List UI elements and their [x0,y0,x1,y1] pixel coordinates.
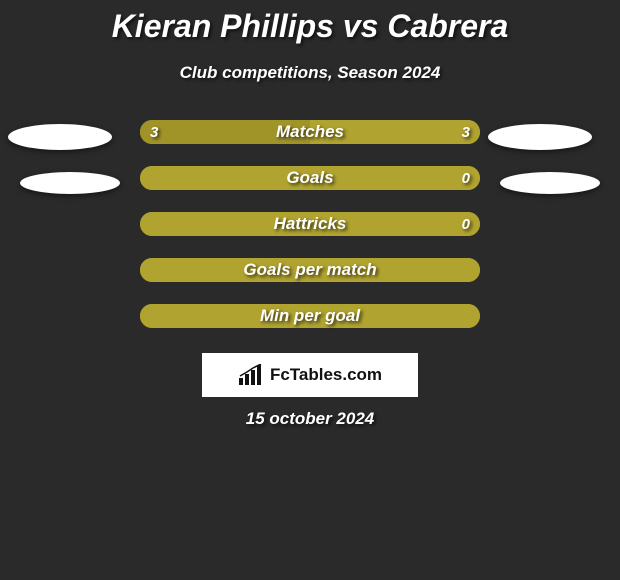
stat-row: Min per goal [0,304,620,350]
stat-rows: Matches33Goals0Hattricks0Goals per match… [0,120,620,350]
fctables-logo-text: FcTables.com [270,365,382,385]
stat-bar-full [140,212,480,236]
stat-row: Goals0 [0,166,620,212]
stat-value-left: 3 [150,120,158,144]
stat-bar-full [140,304,480,328]
stat-bar-full [140,258,480,282]
team-right-marker [500,172,600,194]
team-right-marker [488,124,592,150]
team-left-marker [8,124,112,150]
stat-row: Matches33 [0,120,620,166]
fctables-badge: FcTables.com [202,353,418,397]
stat-value-right: 0 [462,212,470,236]
fctables-logo-icon [238,364,264,386]
stat-bar [140,120,480,144]
stat-row: Hattricks0 [0,212,620,258]
stat-bar [140,166,480,190]
stat-bar-right [310,120,480,144]
stat-bar-left [140,120,310,144]
stat-value-right: 0 [462,166,470,190]
stat-bar [140,258,480,282]
team-left-marker [20,172,120,194]
stat-value-right: 3 [462,120,470,144]
comparison-title: Kieran Phillips vs Cabrera [0,0,620,45]
stat-bar [140,212,480,236]
stat-bar [140,304,480,328]
comparison-subtitle: Club competitions, Season 2024 [0,63,620,83]
stat-bar-full [140,166,480,190]
comparison-date: 15 october 2024 [0,409,620,429]
stat-row: Goals per match [0,258,620,304]
